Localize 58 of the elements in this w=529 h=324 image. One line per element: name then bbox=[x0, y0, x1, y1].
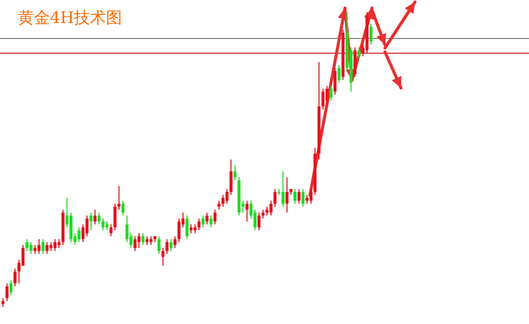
candlestick bbox=[142, 232, 144, 246]
chart-title: 黄金4H技术图 bbox=[18, 8, 122, 27]
candlestick bbox=[338, 64, 340, 84]
candlestick bbox=[78, 226, 80, 243]
candlestick bbox=[98, 212, 100, 225]
candlestick bbox=[54, 238, 56, 252]
candlestick bbox=[198, 218, 200, 231]
candlestick bbox=[134, 236, 136, 252]
candlestick bbox=[162, 248, 164, 266]
candlestick bbox=[282, 170, 284, 208]
candlestick bbox=[202, 215, 204, 228]
candlestick bbox=[222, 194, 224, 208]
candlestick bbox=[102, 218, 104, 231]
candlestick bbox=[210, 215, 212, 228]
candlestick bbox=[46, 242, 48, 254]
candlestick bbox=[30, 242, 32, 254]
candlestick bbox=[326, 85, 328, 104]
candlestick bbox=[226, 188, 228, 204]
candlestick bbox=[170, 238, 172, 252]
candlestick bbox=[122, 200, 124, 216]
candlestick bbox=[94, 209, 96, 225]
candlestick bbox=[358, 46, 360, 60]
candlestick bbox=[334, 68, 336, 96]
candlestick bbox=[298, 188, 300, 204]
candlestick bbox=[10, 280, 12, 296]
candlestick bbox=[26, 238, 28, 252]
candlestick bbox=[330, 85, 332, 101]
candlestick bbox=[90, 212, 92, 231]
candlestick bbox=[14, 268, 16, 287]
candlestick bbox=[38, 238, 40, 254]
candlestick bbox=[86, 215, 88, 237]
candlestick bbox=[158, 236, 160, 254]
candlestick bbox=[174, 236, 176, 248]
candlestick bbox=[354, 46, 356, 78]
candlestick bbox=[230, 159, 232, 196]
candlestick bbox=[70, 212, 72, 243]
candlestick bbox=[294, 188, 296, 204]
candlestick bbox=[270, 200, 272, 216]
candlestick bbox=[138, 232, 140, 248]
candlestick bbox=[6, 282, 8, 302]
candlestick bbox=[114, 203, 116, 231]
candlestick bbox=[370, 23, 372, 45]
candlestick bbox=[302, 188, 304, 208]
candlestick bbox=[42, 238, 44, 254]
candlestick bbox=[186, 215, 188, 240]
candlestick bbox=[322, 88, 324, 110]
candlestick bbox=[206, 212, 208, 225]
candlestick bbox=[274, 188, 276, 208]
candlestick bbox=[126, 215, 128, 243]
candlestick bbox=[214, 209, 216, 225]
candlestick bbox=[258, 212, 260, 231]
candlestick bbox=[178, 218, 180, 243]
candlestick bbox=[166, 238, 168, 254]
candlestick bbox=[234, 164, 236, 181]
candlestick bbox=[310, 188, 312, 204]
candlestick bbox=[246, 200, 248, 222]
candlestick bbox=[286, 176, 288, 214]
candlestick bbox=[110, 224, 112, 237]
